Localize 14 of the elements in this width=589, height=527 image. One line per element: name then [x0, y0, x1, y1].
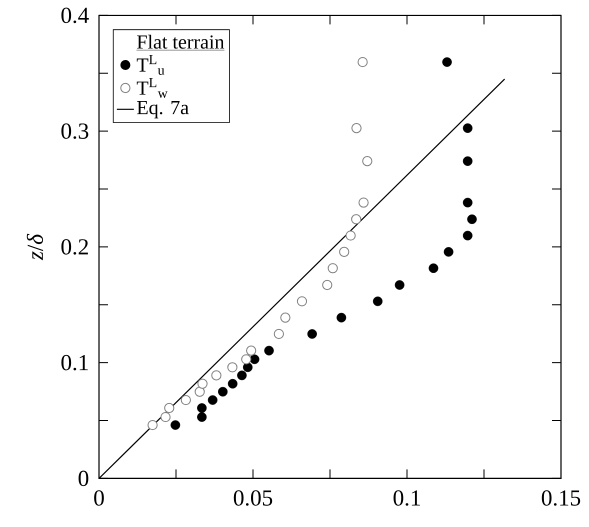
y-axis-title: z/δ: [26, 234, 44, 260]
y-tick-label: 0.4: [61, 7, 89, 23]
y-tick-label: 0.2: [61, 238, 88, 254]
x-tick-label: 0.1: [394, 490, 420, 506]
legend-label: T$^{L}$u: [136, 54, 164, 75]
y-tick-label: 0: [78, 470, 88, 486]
legend-label: Eq. 7a: [137, 100, 189, 118]
legend-label: T$^{L}$w: [136, 78, 168, 98]
x-tick-label: 0.05: [234, 490, 272, 506]
x-tick-label: 0: [94, 490, 104, 506]
y-tick-label: 0.1: [61, 354, 88, 370]
y-tick-label: 0.3: [61, 123, 88, 139]
legend-title: Flat terrain: [137, 34, 224, 49]
x-tick-label: 0.15: [542, 490, 580, 506]
